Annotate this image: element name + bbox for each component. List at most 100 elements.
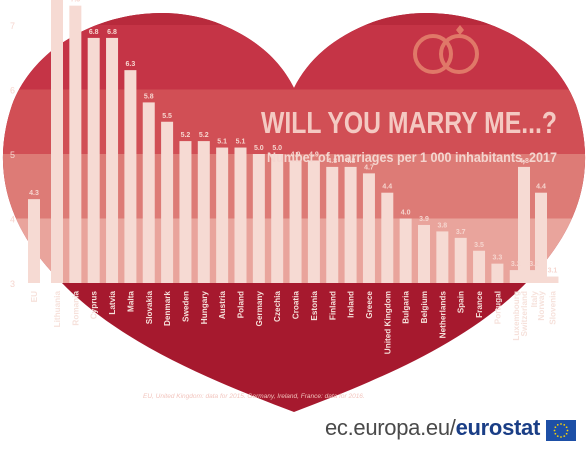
value-label: 3.9: [419, 216, 429, 223]
category-label: Malta: [126, 291, 135, 312]
chart-subtitle: Number of marriages per 1 000 inhabitant…: [267, 149, 557, 165]
value-label: 4.4: [536, 184, 546, 191]
flag-star: [563, 423, 566, 426]
category-label: Italy: [530, 291, 539, 308]
y-tick-label: 6: [10, 86, 15, 96]
bar: [454, 237, 467, 283]
category-label: Portugal: [493, 291, 502, 324]
category-label: Bulgaria: [402, 291, 411, 324]
value-label: 5.1: [217, 139, 227, 146]
value-label: 3.2: [529, 261, 539, 268]
value-label: 3.1: [548, 268, 558, 275]
category-label: Slovakia: [145, 291, 154, 325]
bar: [179, 141, 192, 283]
value-label: 4.4: [382, 184, 392, 191]
value-label: 3.5: [474, 242, 484, 249]
flag-star: [554, 432, 557, 435]
value-label: 5.2: [199, 132, 209, 139]
value-label: 5.0: [254, 145, 264, 152]
category-label: Austria: [218, 291, 227, 320]
value-label: 4.8: [346, 158, 356, 165]
bar: [28, 199, 40, 283]
value-label: 6.3: [126, 61, 136, 68]
flag-star: [556, 423, 559, 426]
y-axis-ticks: 3 4 5 6 7: [10, 21, 15, 289]
value-label: 5.1: [236, 139, 246, 146]
value-label: 4.9: [309, 151, 319, 158]
flag-star: [563, 435, 566, 438]
value-label: 4.0: [401, 210, 411, 217]
bar: [546, 276, 559, 283]
wedding-rings-icon: [413, 25, 479, 74]
value-label: 4.8: [519, 158, 529, 165]
category-label: Spain: [457, 291, 466, 313]
flag-star: [556, 435, 559, 438]
flag-star: [553, 429, 556, 432]
footnote: EU, United Kingdom: data for 2015. Germa…: [143, 393, 365, 400]
flag-star: [565, 432, 568, 435]
y-band: [2, 89, 586, 154]
value-label: 3.8: [437, 222, 447, 229]
chart-title: WILL YOU MARRY ME...?: [261, 105, 557, 140]
bar: [307, 160, 320, 283]
bar: [197, 141, 210, 283]
bar: [87, 37, 100, 284]
bar: [142, 102, 155, 284]
bar: [491, 263, 504, 283]
bar: [436, 231, 449, 283]
flag-star: [554, 426, 557, 429]
eurostat-url[interactable]: ec.europa.eu/eurostat: [324, 415, 540, 440]
category-label: France: [475, 291, 484, 318]
category-labels: EU Lithuania Romania Cyprus Latvia Malta Slova…: [30, 291, 557, 355]
category-label: Greece: [365, 291, 374, 319]
bar: [289, 160, 302, 283]
y-tick-label: 4: [10, 215, 15, 225]
value-label: 6.8: [107, 29, 117, 36]
bar: [535, 192, 547, 283]
category-label: Lithuania: [53, 291, 62, 328]
value-label: 3.2: [511, 261, 521, 268]
category-label: Sweden: [181, 291, 190, 322]
value-label: 5.2: [181, 132, 191, 139]
category-label: Germany: [255, 291, 264, 327]
bar: [161, 121, 174, 283]
bar: [418, 224, 430, 283]
category-label: Ireland: [347, 291, 356, 318]
bar: [216, 147, 229, 283]
category-label: Denmark: [163, 291, 172, 326]
bar: [234, 147, 247, 283]
value-labels: 4.37.57.36.86.86.35.85.55.25.25.15.15.05…: [29, 0, 557, 275]
y-tick-label: 3: [10, 279, 15, 289]
bar: [362, 173, 375, 283]
flag-star: [566, 429, 569, 432]
category-label: Belgium: [420, 291, 429, 323]
category-label: Luxembourg: [512, 291, 521, 341]
category-label: Switzerland: [520, 291, 529, 337]
bar: [106, 37, 119, 284]
value-label: 5.0: [272, 145, 282, 152]
category-label: Hungary: [200, 291, 209, 325]
bar: [326, 166, 339, 283]
bar: [69, 5, 82, 284]
category-label: Netherlands: [438, 291, 447, 339]
category-label: Finland: [328, 291, 337, 320]
flag-star: [560, 423, 562, 425]
category-label: Estonia: [310, 291, 319, 321]
y-tick-label: 7: [10, 21, 15, 31]
bar: [124, 70, 137, 284]
value-label: 4.7: [364, 164, 374, 171]
category-label: Poland: [237, 291, 246, 318]
category-label: Romania: [71, 291, 80, 326]
category-label: United Kingdom: [383, 291, 392, 354]
bar: [518, 166, 530, 283]
footer: ec.europa.eu/eurostat: [0, 414, 588, 444]
value-label: 3.7: [456, 229, 466, 236]
bar: [381, 192, 394, 283]
category-label: Slovenia: [548, 291, 557, 325]
eu-flag-icon: [546, 420, 576, 441]
category-label: Czechia: [273, 291, 282, 322]
bars: [28, 0, 559, 284]
bar: [399, 218, 412, 283]
category-label: Norway: [537, 291, 546, 321]
